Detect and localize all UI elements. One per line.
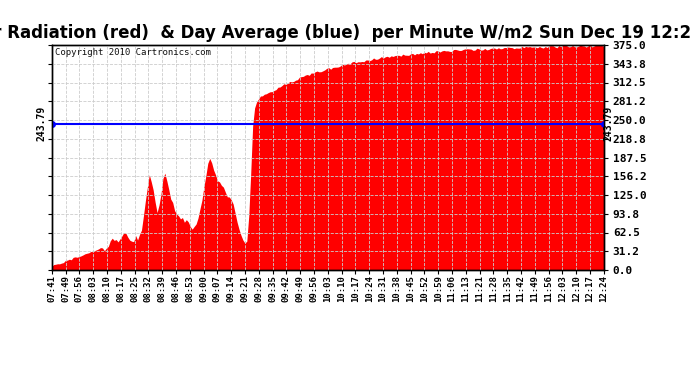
Text: 243.79: 243.79 <box>604 106 613 141</box>
Title: Solar Radiation (red)  & Day Average (blue)  per Minute W/m2 Sun Dec 19 12:25: Solar Radiation (red) & Day Average (blu… <box>0 24 690 42</box>
Text: Copyright 2010 Cartronics.com: Copyright 2010 Cartronics.com <box>55 48 210 57</box>
Text: 243.79: 243.79 <box>37 106 46 141</box>
